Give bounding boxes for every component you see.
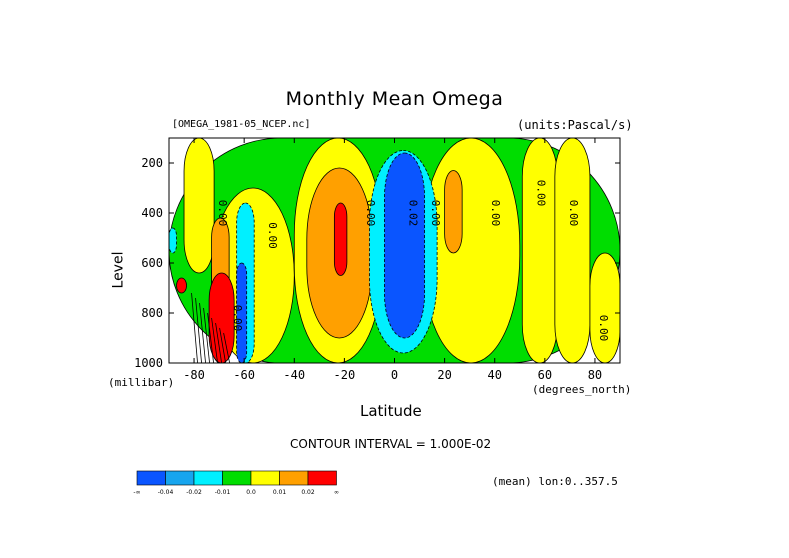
file-label: [OMEGA_1981-05_NCEP.nc]	[172, 119, 311, 130]
contour-region	[208, 272, 235, 363]
x-axis-units: (degrees_north)	[532, 383, 632, 396]
contour-line	[211, 317, 218, 363]
contour-region	[521, 138, 558, 363]
colorbar-swatch	[307, 470, 337, 486]
contour-region	[589, 252, 620, 363]
contour-region	[183, 138, 215, 274]
x-tick-label: 80	[588, 368, 602, 382]
contour-region	[176, 277, 187, 294]
contour-value-label: 0.00	[429, 200, 442, 227]
contour-region	[169, 227, 177, 254]
x-tick-label: -80	[183, 368, 205, 382]
colorbar-label: -0.02	[186, 489, 202, 496]
x-tick-label: 60	[538, 368, 552, 382]
x-tick-label: 20	[437, 368, 451, 382]
colorbar-swatch	[250, 470, 280, 486]
contour-line	[199, 302, 206, 363]
colorbar-swatch	[279, 470, 309, 486]
contour-value-label: 0.00	[534, 180, 547, 207]
colorbar-label: 0.02	[301, 489, 315, 496]
mean-longitude-label: (mean) lon:0..357.5	[492, 475, 618, 488]
contour-value-label: 0.02	[407, 200, 420, 227]
y-tick-label: 400	[141, 206, 163, 220]
y-axis-label: Level	[110, 251, 127, 289]
contour-region	[333, 202, 348, 276]
contour-line	[215, 322, 222, 363]
x-tick-label: -40	[283, 368, 305, 382]
colorbar-swatch	[136, 470, 166, 486]
y-tick-label: 600	[141, 256, 163, 270]
units-label: (units:Pascal/s)	[517, 118, 633, 132]
contour-region	[236, 262, 248, 363]
x-tick-label: 40	[487, 368, 501, 382]
contour-value-label: 0.00	[364, 200, 377, 227]
contour-value-label: 0.00	[216, 200, 229, 227]
contour-value-label: 0.00	[266, 222, 279, 249]
contour-line	[219, 327, 227, 363]
contour-line	[207, 312, 214, 363]
contour-line	[191, 292, 198, 363]
chart-title: Monthly Mean Omega	[285, 88, 504, 110]
colorbar-swatch	[222, 470, 252, 486]
contour-value-label: 0.00	[597, 315, 610, 342]
contour-value-label: 0.00	[567, 200, 580, 227]
y-tick-label: 200	[141, 156, 163, 170]
contour-region	[384, 152, 425, 339]
contour-value-label: 0.00	[489, 200, 502, 227]
x-tick-label: -20	[334, 368, 356, 382]
colorbar-label: 0.01	[273, 489, 287, 496]
y-axis-units: (millibar)	[108, 376, 175, 389]
contour-interval-label: CONTOUR INTERVAL = 1.000E-02	[290, 437, 492, 451]
y-tick-label: 800	[141, 306, 163, 320]
contour-region	[444, 170, 463, 254]
contour-line	[195, 297, 202, 363]
x-tick-label: 0	[391, 368, 398, 382]
y-tick-label: 1000	[134, 356, 163, 370]
colorbar-label: -0.04	[158, 489, 174, 496]
contour-line	[203, 307, 210, 363]
contour-line	[223, 332, 231, 363]
contour-value-label: 0.00	[231, 305, 244, 332]
colorbar-label: -0.01	[215, 489, 231, 496]
colorbar-label: -∞	[133, 489, 140, 496]
colorbar-swatch	[193, 470, 223, 486]
colorbar-label: 0.0	[246, 489, 256, 496]
x-axis-label: Latitude	[360, 402, 422, 420]
colorbar-label: ∞	[334, 489, 339, 496]
x-tick-label: -60	[233, 368, 255, 382]
contour-region	[554, 138, 591, 363]
colorbar-swatch	[165, 470, 195, 486]
